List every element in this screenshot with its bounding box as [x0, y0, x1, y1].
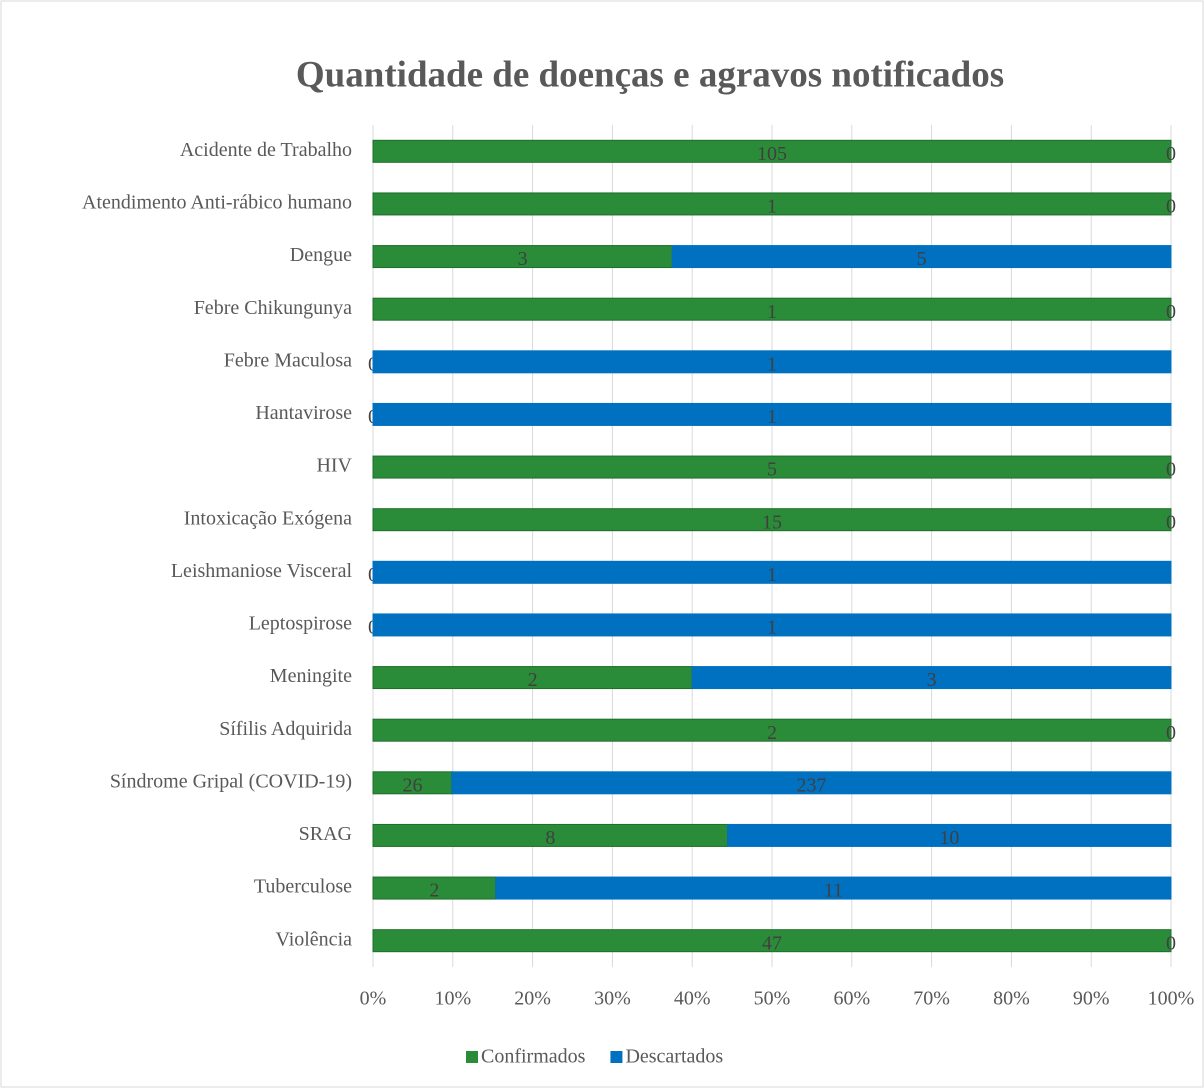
x-tick-label: 70% [913, 988, 950, 1010]
data-label: 2 [767, 722, 777, 744]
y-tick-label: Hantavirose [255, 402, 352, 424]
data-label: 11 [824, 880, 843, 902]
data-label: 8 [545, 827, 555, 849]
bar-segment [372, 350, 1172, 374]
y-tick-label: Tuberculose [254, 876, 352, 898]
data-label: 5 [767, 459, 777, 481]
bar-segment [451, 771, 1172, 795]
bar-segment [727, 823, 1172, 847]
data-label: 0 [1166, 459, 1176, 481]
bar-segment [372, 560, 1172, 584]
y-tick-label: Dengue [290, 244, 352, 266]
y-tick-label: Meningite [270, 665, 352, 687]
y-tick-label: HIV [316, 455, 352, 477]
data-label: 3 [518, 248, 528, 270]
y-tick-label: Síndrome Gripal (COVID-19) [110, 770, 352, 792]
x-tick-label: 10% [434, 988, 471, 1010]
legend-swatch [466, 1051, 478, 1063]
legend-swatch [610, 1051, 623, 1063]
bar-segment [372, 192, 1172, 216]
data-label: 237 [796, 774, 826, 796]
bar-segment [372, 718, 1172, 742]
bar-segment [372, 929, 1172, 953]
bar-segment [372, 402, 1172, 426]
y-tick-label: Atendimento Anti-rábico humano [82, 192, 352, 214]
data-label: 47 [762, 932, 782, 954]
data-label: 0 [1166, 932, 1176, 954]
data-label: 0 [1166, 511, 1176, 533]
data-label: 2 [429, 880, 439, 902]
x-tick-label: 80% [993, 988, 1030, 1010]
bar-segment [372, 613, 1172, 637]
data-label: 2 [528, 669, 538, 691]
x-tick-label: 60% [833, 988, 870, 1010]
y-tick-label: Febre Chikungunya [194, 297, 352, 319]
data-label: 0 [1166, 301, 1176, 323]
y-tick-label: Intoxicação Exógena [184, 507, 352, 529]
data-label: 3 [927, 669, 937, 691]
data-label: 0 [1166, 196, 1176, 218]
x-tick-label: 90% [1073, 988, 1110, 1010]
y-tick-label: Acidente de Trabalho [180, 139, 352, 161]
y-tick-label: Febre Maculosa [224, 349, 352, 371]
data-label: 1 [767, 301, 777, 323]
y-tick-label: SRAG [299, 823, 352, 845]
x-tick-label: 20% [514, 988, 551, 1010]
y-tick-label: Leishmaniose Visceral [171, 560, 353, 582]
y-tick-label: Leptospirose [249, 613, 352, 635]
bar-segment [372, 139, 1172, 163]
y-tick-label: Sífilis Adquirida [219, 718, 352, 740]
x-tick-label: 40% [674, 988, 711, 1010]
bar-segment [691, 666, 1172, 690]
data-label: 1 [767, 353, 777, 375]
bar-segment [671, 245, 1172, 269]
bar-segment [372, 297, 1172, 321]
data-label: 0 [1166, 722, 1176, 744]
data-label: 1 [767, 406, 777, 428]
data-label: 1 [767, 196, 777, 218]
data-label: 1 [767, 617, 777, 639]
data-label: 1 [767, 564, 777, 586]
data-label: 5 [917, 248, 927, 270]
bar-segment [495, 876, 1172, 900]
x-tick-label: 0% [360, 988, 387, 1010]
data-label: 105 [757, 143, 787, 165]
data-label: 10 [939, 827, 959, 849]
x-tick-label: 30% [594, 988, 631, 1010]
legend-label: Confirmados [481, 1046, 586, 1068]
bar-segment [372, 508, 1172, 532]
x-tick-label: 100% [1148, 988, 1195, 1010]
data-label: 0 [1166, 143, 1176, 165]
y-tick-label: Violência [275, 928, 352, 950]
legend-label: Descartados [625, 1046, 723, 1068]
x-tick-label: 50% [754, 988, 791, 1010]
bar-segment [372, 455, 1172, 479]
data-label: 26 [402, 774, 422, 796]
chart-title: Quantidade de doenças e agravos notifica… [296, 54, 1004, 95]
data-label: 15 [762, 511, 782, 533]
